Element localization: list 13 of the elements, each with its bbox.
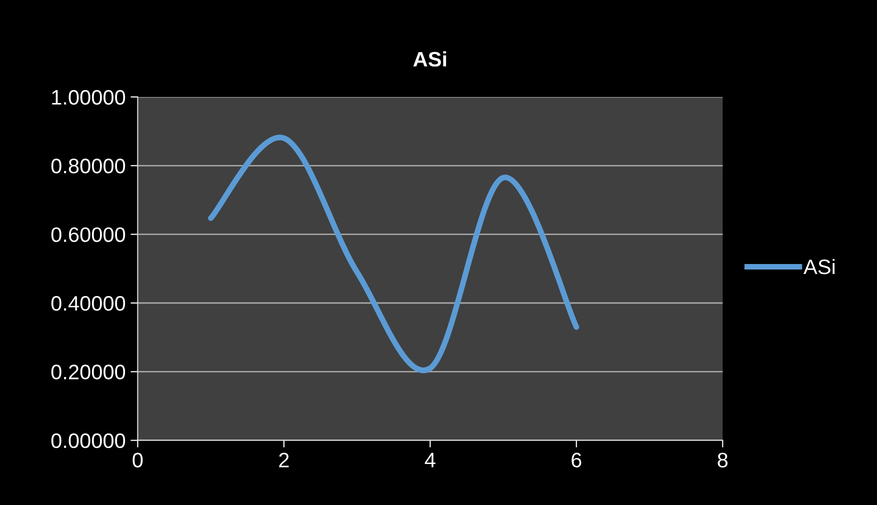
x-tick-label: 2 xyxy=(279,452,289,468)
chart-title: ASi xyxy=(413,51,446,67)
y-tick-label: 0.80000 xyxy=(51,158,126,174)
y-tick-label: 0.40000 xyxy=(51,296,126,311)
x-tick-label: 8 xyxy=(718,452,728,468)
x-tick-label: 4 xyxy=(424,452,436,468)
y-tick-label: 0.00000 xyxy=(51,433,126,448)
y-tick-label: 0.20000 xyxy=(51,364,126,380)
x-tick-label: 6 xyxy=(572,452,582,468)
legend-label: ASi xyxy=(804,258,835,274)
x-tick-label: 0 xyxy=(132,452,143,468)
y-tick-label: 1.00000 xyxy=(52,90,126,105)
y-tick-label: 0.60000 xyxy=(51,227,126,242)
